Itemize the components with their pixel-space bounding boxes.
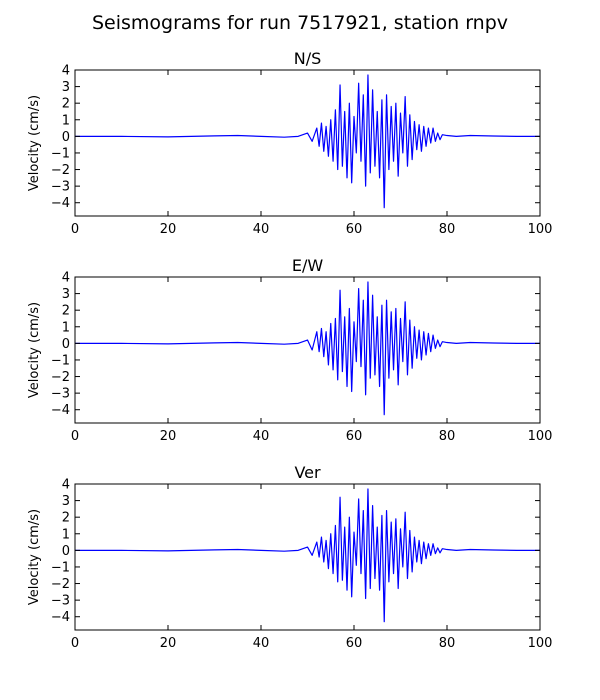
y-tick-label-ns-2: 2 [62,97,70,112]
axes-frame-ew [74,276,541,424]
x-tick-label-ver-20: 20 [160,636,177,651]
y-tick-label-ns-3: 3 [62,80,70,95]
y-tick-label-ver--2: −2 [51,577,70,592]
x-tick-label-ver-100: 100 [528,636,553,651]
x-tick-label-ns-20: 20 [160,222,177,237]
y-tick-label-ns--1: −1 [51,146,70,161]
y-axis-label-ns: Velocity (cm/s) [27,95,42,191]
y-tick-label-ew-0: 0 [62,337,70,352]
plot-area-ns [75,70,540,216]
y-tick-label-ns-0: 0 [62,130,70,145]
y-tick-label-ver--4: −4 [51,610,70,625]
y-tick-label-ns-1: 1 [62,113,70,128]
series-line-ew [75,281,540,416]
y-tick-label-ew-3: 3 [62,287,70,302]
y-tick-label-ew-1: 1 [62,320,70,335]
x-tick-label-ns-100: 100 [528,222,553,237]
x-tick-label-ew-60: 60 [346,429,363,444]
y-tick-label-ver--1: −1 [51,560,70,575]
y-tick-label-ew--1: −1 [51,353,70,368]
x-tick-label-ver-0: 0 [71,636,79,651]
axes-frame-ver [74,483,541,631]
series-line-ver [75,488,540,623]
axes-frame-ns [74,69,541,217]
x-tick-label-ns-60: 60 [346,222,363,237]
y-axis-label-ew: Velocity (cm/s) [27,302,42,398]
x-tick-label-ver-80: 80 [439,636,456,651]
panel-title-ns: N/S [294,49,322,68]
y-tick-label-ew-2: 2 [62,304,70,319]
y-tick-label-ver-2: 2 [62,511,70,526]
y-tick-label-ver-3: 3 [62,494,70,509]
figure-title: Seismograms for run 7517921, station rnp… [92,12,508,34]
y-tick-label-ver-0: 0 [62,544,70,559]
series-line-ns [75,74,540,209]
x-tick-label-ns-40: 40 [253,222,270,237]
x-tick-label-ver-60: 60 [346,636,363,651]
x-tick-label-ew-0: 0 [71,429,79,444]
plot-area-ver [75,484,540,630]
y-tick-label-ns--2: −2 [51,163,70,178]
y-tick-label-ew-4: 4 [62,271,70,286]
x-tick-label-ew-20: 20 [160,429,177,444]
y-tick-label-ver-4: 4 [62,478,70,493]
y-tick-label-ns--4: −4 [51,196,70,211]
y-tick-label-ew--3: −3 [51,387,70,402]
x-tick-label-ns-80: 80 [439,222,456,237]
y-tick-label-ew--4: −4 [51,403,70,418]
y-tick-label-ver--3: −3 [51,594,70,609]
y-tick-label-ns--3: −3 [51,180,70,195]
panel-title-ver: Ver [294,463,321,482]
x-tick-label-ew-40: 40 [253,429,270,444]
x-tick-label-ns-0: 0 [71,222,79,237]
y-axis-label-ver: Velocity (cm/s) [27,509,42,605]
x-tick-label-ew-80: 80 [439,429,456,444]
x-tick-label-ver-40: 40 [253,636,270,651]
x-tick-label-ew-100: 100 [528,429,553,444]
y-tick-label-ew--2: −2 [51,370,70,385]
panel-title-ew: E/W [292,256,324,275]
y-tick-label-ver-1: 1 [62,527,70,542]
plot-area-ew [75,277,540,423]
y-tick-label-ns-4: 4 [62,64,70,79]
